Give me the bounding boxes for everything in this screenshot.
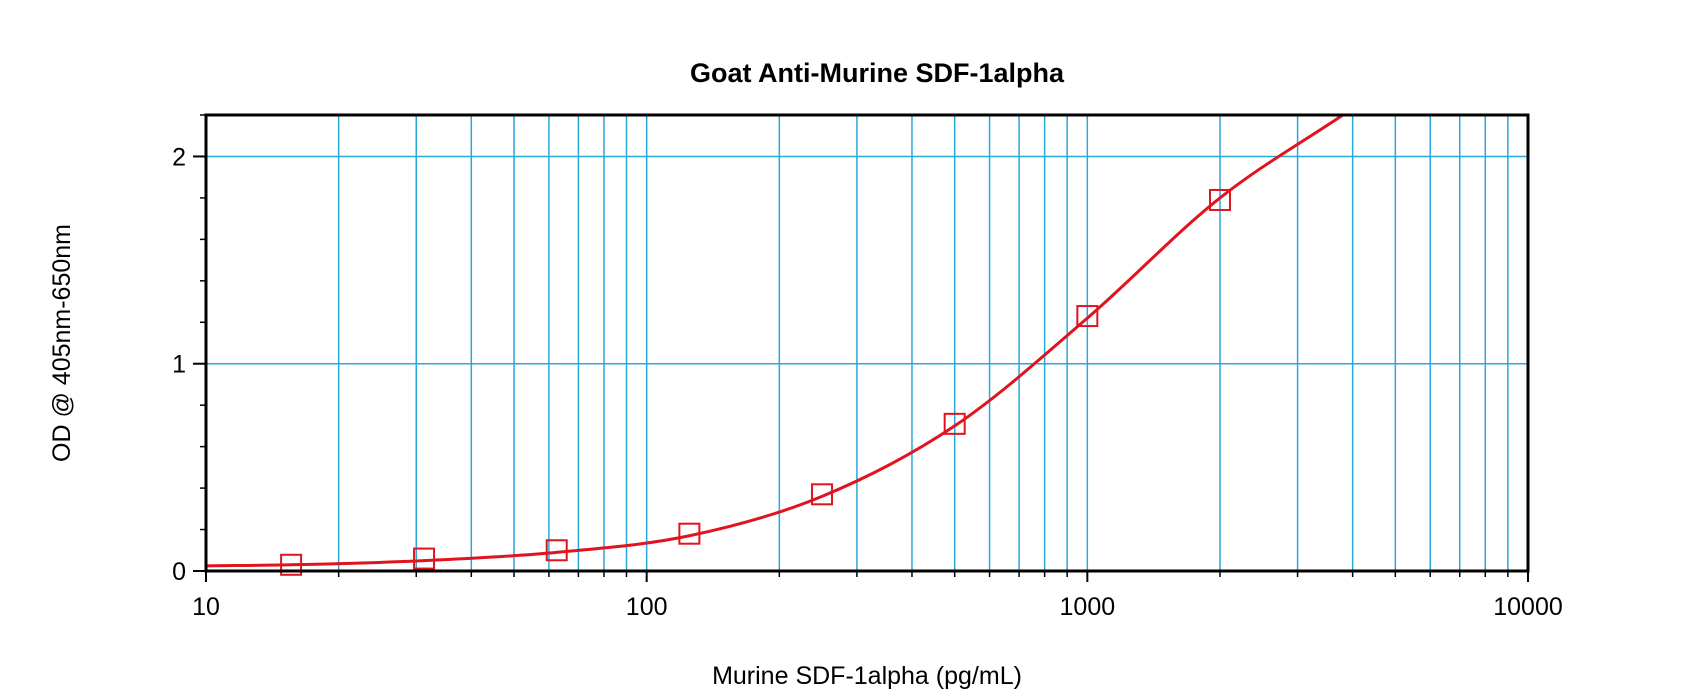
data-points (280, 188, 1231, 576)
x-axis: 10 100 1000 10000 (192, 571, 1563, 621)
data-point (413, 547, 436, 570)
y-tick-label: 0 (172, 558, 186, 586)
data-point (545, 539, 568, 562)
y-axis: 0 1 2 (172, 114, 206, 586)
x-tick-label: 100 (626, 593, 668, 621)
plot-frame (204, 113, 1530, 573)
data-point (678, 522, 701, 545)
fit-curve-layer (205, 113, 1344, 568)
data-point (1076, 305, 1099, 328)
y-tick-label: 1 (172, 351, 186, 379)
data-point (1208, 188, 1231, 211)
grid (206, 115, 1528, 571)
data-point (943, 412, 966, 435)
fit-curve (205, 113, 1344, 568)
data-point (280, 553, 303, 576)
x-axis-label: Murine SDF-1alpha (pg/mL) (712, 662, 1022, 690)
x-tick-label: 1000 (1060, 593, 1116, 621)
x-tick-label: 10 (192, 593, 220, 621)
y-axis-label: OD @ 405nm-650nm (48, 224, 76, 462)
data-point (811, 483, 834, 506)
y-tick-label: 2 (172, 143, 186, 171)
chart-title: Goat Anti-Murine SDF-1alpha (690, 58, 1065, 88)
x-tick-label: 10000 (1493, 593, 1563, 621)
